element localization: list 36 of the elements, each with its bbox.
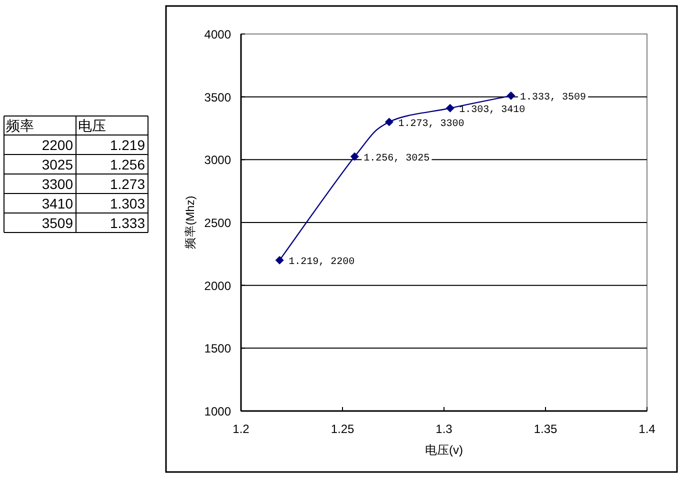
data-label: 1.256, 3025: [364, 154, 430, 165]
x-tick-label: 1.2: [232, 422, 250, 436]
y-tick-label: 4000: [204, 28, 232, 42]
point: [446, 104, 454, 112]
table-cell: 1.273: [110, 176, 145, 192]
y-tick-label: 3500: [204, 90, 232, 104]
y-tick-label: 2000: [204, 278, 232, 293]
table-cell: 3300: [42, 176, 73, 192]
table-cell: 1.219: [110, 136, 145, 153]
point: [506, 91, 516, 100]
table-cell: 3509: [42, 214, 73, 231]
point: [350, 152, 359, 161]
x-tick-label: 1.3: [436, 422, 453, 436]
point: [275, 256, 284, 264]
x-axis-title: 电压(v): [425, 443, 463, 457]
table-cell: 1.256: [110, 156, 145, 172]
table-header: 频率: [6, 118, 34, 134]
y-axis-title: 频率(Mhz): [183, 196, 197, 250]
table-cell: 3025: [42, 156, 73, 172]
table-cell: 2200: [42, 136, 73, 153]
data-label: 1.333, 3509: [520, 92, 586, 104]
point: [384, 118, 394, 126]
table-cell: 1.303: [110, 195, 145, 212]
y-tick-label: 2500: [204, 216, 232, 230]
x-tick-label: 1.25: [330, 422, 354, 436]
y-tick-label: 1500: [204, 342, 232, 356]
data-label: 1.303, 3410: [459, 105, 526, 116]
table-header: 电压: [78, 118, 106, 134]
y-tick-label: 1000: [204, 404, 232, 418]
table-cell: 3410: [42, 195, 73, 212]
y-tick-label: 3000: [204, 153, 232, 168]
data-label: 1.219, 2200: [288, 257, 355, 268]
x-tick-label: 1.4: [638, 422, 656, 436]
x-tick-label: 1.35: [534, 422, 558, 436]
data-label: 1.273, 3300: [398, 118, 464, 130]
table-cell: 1.333: [110, 214, 145, 231]
